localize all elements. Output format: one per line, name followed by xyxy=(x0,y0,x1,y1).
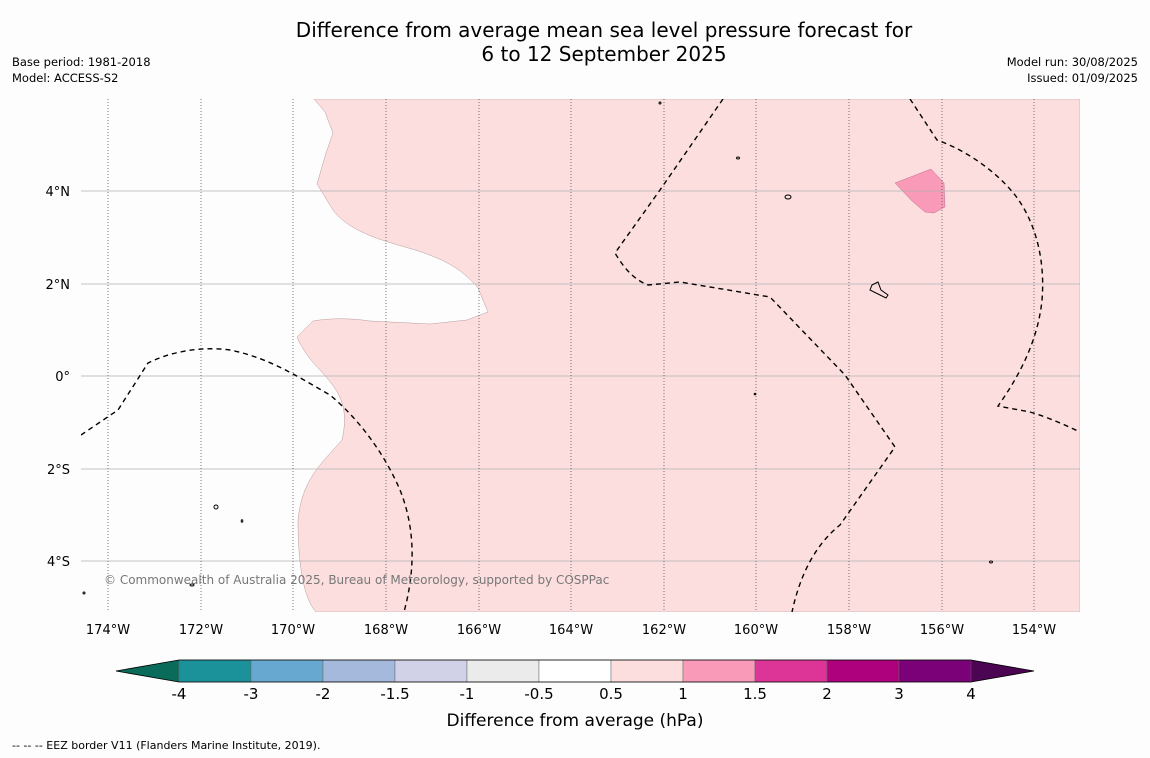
eez-legend-note: -- -- -- EEZ border V11 (Flanders Marine… xyxy=(12,739,321,752)
colorbar-segment xyxy=(754,659,828,683)
lon-label: 164°W xyxy=(549,623,593,638)
lat-label: 4°S xyxy=(47,555,70,570)
anomaly-region-light xyxy=(296,99,1080,612)
lon-label: 158°W xyxy=(827,623,871,638)
colorbar-over-arrow xyxy=(971,660,1034,682)
eez-border-east xyxy=(909,99,1080,433)
colorbar-segment xyxy=(898,659,972,683)
lon-label: 172°W xyxy=(179,623,223,638)
island-teraina xyxy=(736,156,740,160)
colorbar-tick-label: 0.5 xyxy=(599,685,623,703)
colorbar-tick-label: -1.5 xyxy=(380,685,409,703)
colorbar-label: Difference from average (hPa) xyxy=(447,711,704,731)
island-west xyxy=(82,591,86,595)
model-name: Model: ACCESS-S2 xyxy=(12,71,119,85)
island-kiritimati xyxy=(869,281,889,299)
island-kanton xyxy=(213,504,219,510)
colorbar-tick-label: 3 xyxy=(894,685,904,703)
run-info: Model run: 30/08/2025 Issued: 01/09/2025 xyxy=(1007,54,1138,86)
colorbar-segment xyxy=(610,659,684,683)
colorbar-tick-label: 4 xyxy=(966,685,976,703)
colorbar-outline xyxy=(115,659,1035,683)
model-run: Model run: 30/08/2025 xyxy=(1006,55,1138,69)
map-area xyxy=(81,99,1080,612)
island-enderbury xyxy=(240,519,244,523)
issued-date: Issued: 01/09/2025 xyxy=(1027,71,1138,85)
lon-label: 156°W xyxy=(920,623,964,638)
title-line-1: Difference from average mean sea level p… xyxy=(295,18,913,42)
lon-label: 162°W xyxy=(642,623,686,638)
colorbar-segment xyxy=(682,659,756,683)
eez-borders xyxy=(81,99,1080,612)
colorbar-tick-label: -3 xyxy=(244,685,259,703)
lat-gridlines xyxy=(81,190,1080,562)
lon-label: 170°W xyxy=(271,623,315,638)
base-period: Base period: 1981-2018 xyxy=(12,55,151,69)
lat-label: 0° xyxy=(55,370,70,385)
colorbar-tick-label: 1 xyxy=(678,685,688,703)
colorbar-segment xyxy=(394,659,468,683)
colorbar-tick-label: -4 xyxy=(172,685,187,703)
colorbar-tick-label: -0.5 xyxy=(524,685,553,703)
title-line-2: 6 to 12 September 2025 xyxy=(481,42,727,66)
island-palmyra xyxy=(658,101,662,105)
colorbar-segment xyxy=(466,659,540,683)
chart-title: Difference from average mean sea level p… xyxy=(0,18,1150,66)
colorbar-under-arrow xyxy=(116,660,179,682)
lat-labels: 4°N 2°N 0° 2°S 4°S xyxy=(46,185,71,570)
colorbar-tick-label: 2 xyxy=(822,685,832,703)
colorbar-segment xyxy=(322,659,396,683)
lat-label: 4°N xyxy=(46,185,71,200)
colorbar-segment xyxy=(250,659,324,683)
lon-label: 168°W xyxy=(364,623,408,638)
colorbar-tick-label: -2 xyxy=(316,685,331,703)
colorbar-segment xyxy=(826,659,900,683)
colorbar-segment xyxy=(538,659,612,683)
lat-label: 2°N xyxy=(46,278,71,293)
colorbar-segment xyxy=(178,659,252,683)
lat-label: 2°S xyxy=(47,463,70,478)
lon-labels: 174°W 172°W 170°W 168°W 166°W 164°W 162°… xyxy=(86,623,1056,638)
islands xyxy=(82,101,993,595)
island-starbuck xyxy=(989,560,993,564)
lon-label: 166°W xyxy=(457,623,501,638)
eez-border-line-islands xyxy=(614,99,896,612)
model-info: Base period: 1981-2018 Model: ACCESS-S2 xyxy=(12,54,151,86)
colorbar-tick-label: -1 xyxy=(460,685,475,703)
colorbar-tick-label: 1.5 xyxy=(743,685,767,703)
island-tabuaeran xyxy=(784,194,792,200)
island-birnie xyxy=(189,583,195,587)
lon-label: 154°W xyxy=(1012,623,1056,638)
copyright-text: © Commonwealth of Australia 2025, Bureau… xyxy=(104,573,609,587)
lon-label: 160°W xyxy=(734,623,778,638)
island-jarvis xyxy=(753,392,757,396)
lon-label: 174°W xyxy=(86,623,130,638)
colorbar: -4 -3 -2 -1.5 -1 -0.5 0.5 1 1.5 2 3 4 xyxy=(115,659,1035,703)
